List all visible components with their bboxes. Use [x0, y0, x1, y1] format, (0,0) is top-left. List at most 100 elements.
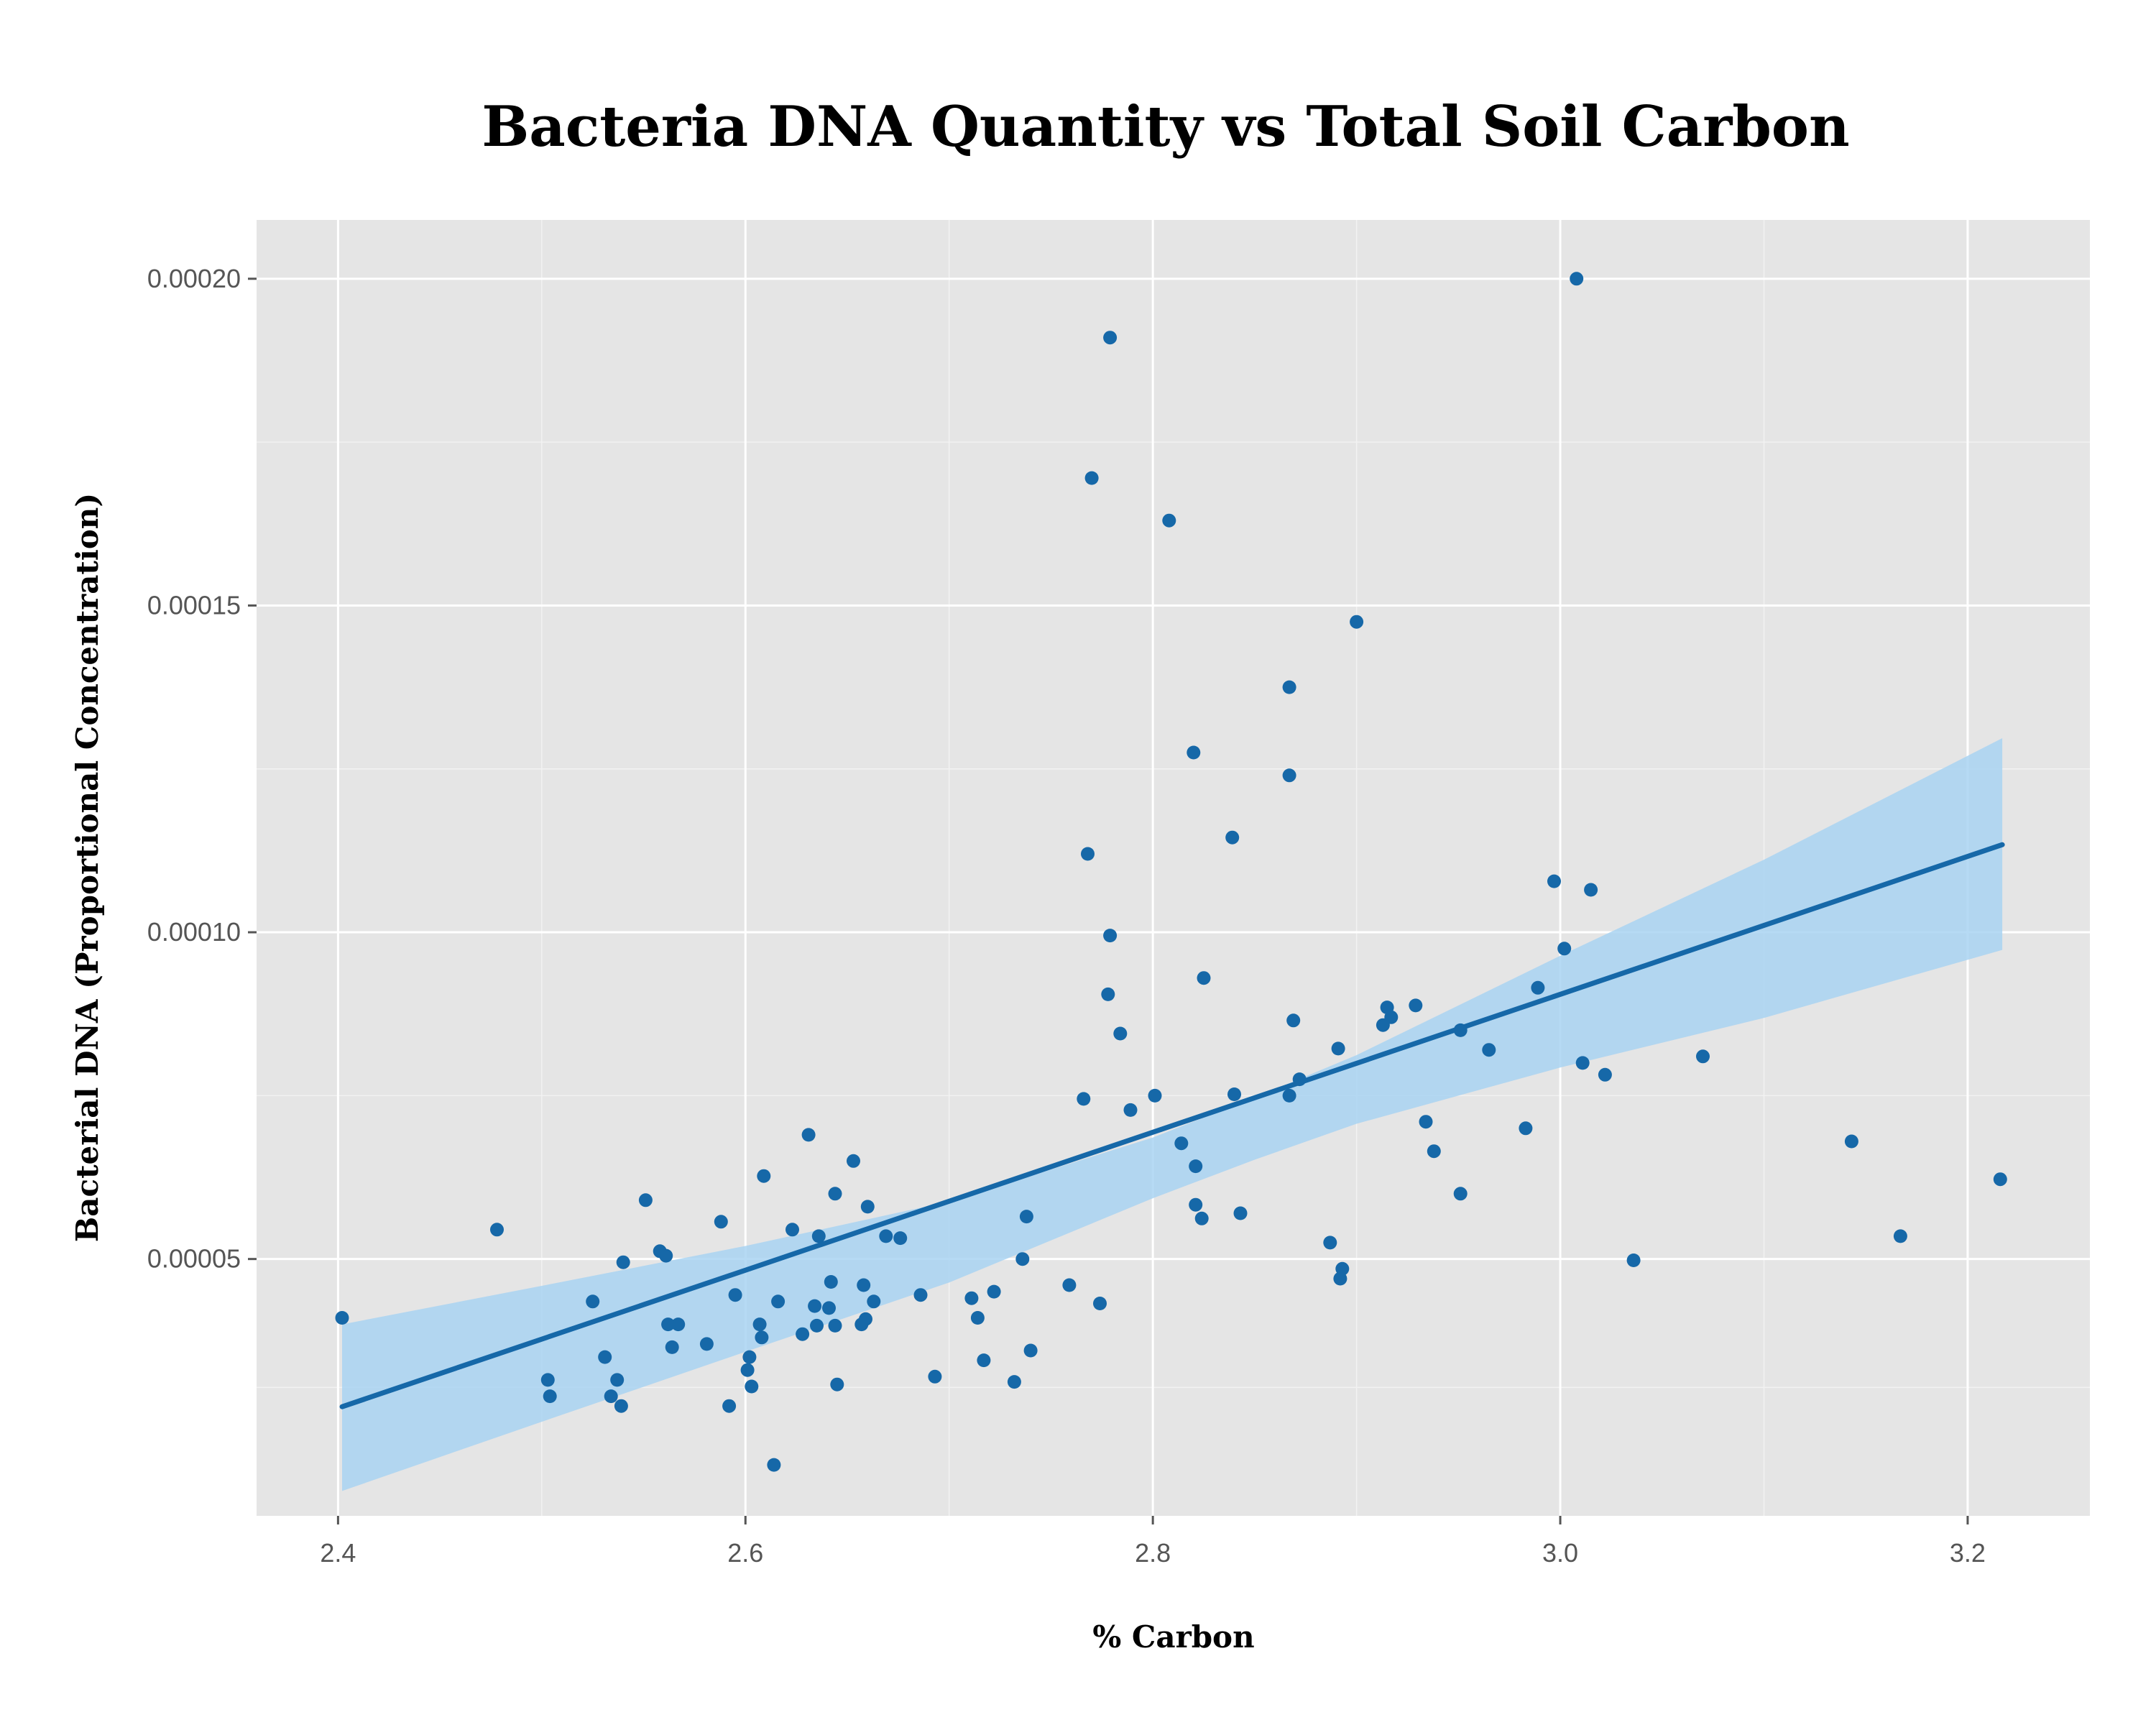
data-point [1015, 1252, 1030, 1266]
y-tick-label: 0.00005 [147, 1244, 241, 1274]
y-tick-label: 0.00020 [147, 264, 241, 293]
data-point [828, 1318, 842, 1333]
data-point [810, 1318, 824, 1333]
data-point [1187, 745, 1201, 760]
data-point [913, 1288, 928, 1302]
data-point [1575, 1056, 1590, 1070]
data-point [786, 1223, 799, 1237]
data-point [1148, 1088, 1162, 1103]
data-point [586, 1294, 600, 1309]
data-point [860, 1200, 875, 1214]
data-point [714, 1215, 728, 1229]
data-point [1584, 883, 1598, 897]
data-point [1419, 1115, 1433, 1129]
data-point [740, 1363, 755, 1377]
confidence-band [342, 738, 2003, 1491]
data-point [755, 1330, 769, 1345]
data-point [1189, 1197, 1203, 1212]
x-tick-label: 3.2 [1950, 1538, 1986, 1568]
data-point [987, 1284, 1001, 1299]
data-point [1384, 1010, 1399, 1024]
data-point [828, 1187, 842, 1201]
data-point [796, 1327, 810, 1341]
data-point [1453, 1023, 1468, 1037]
data-point [859, 1312, 872, 1326]
data-point [604, 1389, 618, 1404]
data-point [1093, 1297, 1107, 1310]
data-point [1282, 768, 1296, 783]
data-point [893, 1231, 908, 1246]
data-point [742, 1350, 757, 1364]
data-point [970, 1311, 985, 1325]
data-point [1019, 1210, 1033, 1224]
data-point [745, 1379, 759, 1394]
data-point [659, 1248, 673, 1263]
data-point [771, 1294, 786, 1309]
data-point [1174, 1136, 1189, 1151]
data-point [1194, 1211, 1209, 1225]
data-point [1062, 1278, 1077, 1292]
data-point [1453, 1187, 1468, 1201]
data-point [671, 1317, 686, 1332]
data-point [1547, 874, 1561, 888]
regression-line [339, 842, 2005, 1409]
data-point [1189, 1159, 1203, 1174]
data-point [638, 1193, 653, 1208]
data-point [1350, 615, 1364, 629]
data-point [1282, 680, 1296, 694]
data-point [857, 1278, 871, 1292]
data-point [614, 1399, 628, 1413]
data-point [1162, 513, 1176, 528]
data-points [335, 272, 2007, 1472]
data-point [824, 1275, 838, 1289]
y-axis-label: Bacterial DNA (Proportional Concentratio… [70, 493, 105, 1242]
data-point [1323, 1236, 1337, 1250]
data-point [1233, 1206, 1248, 1220]
data-point [1331, 1041, 1345, 1056]
data-point [490, 1223, 504, 1237]
data-point [1282, 1088, 1296, 1103]
data-point [847, 1154, 860, 1168]
data-point [1113, 1026, 1128, 1041]
data-point [1519, 1121, 1533, 1136]
data-point [1531, 980, 1545, 995]
data-point [540, 1373, 555, 1387]
y-tick-label: 0.00015 [147, 590, 241, 620]
data-point [1103, 331, 1118, 345]
data-point [616, 1255, 630, 1269]
data-point [335, 1311, 349, 1325]
data-point [661, 1317, 676, 1332]
data-point [1598, 1067, 1612, 1082]
y-axis-ticks: 0.00005 0.00010 0.00015 0.00020 [147, 264, 257, 1274]
data-point [598, 1350, 612, 1364]
data-point [1286, 1013, 1301, 1028]
data-point [1123, 1103, 1138, 1117]
x-tick-label: 2.4 [320, 1538, 356, 1568]
chart-title: Bacteria DNA Quantity vs Total Soil Carb… [482, 94, 1849, 160]
x-tick-label: 2.8 [1135, 1538, 1171, 1568]
data-point [1077, 1092, 1091, 1106]
data-point [665, 1340, 679, 1354]
data-point [867, 1294, 881, 1309]
data-point [1023, 1343, 1038, 1358]
data-point [1427, 1144, 1441, 1159]
data-point [879, 1229, 893, 1243]
data-point [1007, 1375, 1021, 1389]
data-point [1557, 942, 1572, 956]
data-point [977, 1353, 991, 1368]
data-point [964, 1291, 979, 1305]
data-point [1101, 987, 1115, 1001]
data-point [801, 1128, 816, 1142]
data-point [699, 1337, 714, 1351]
data-point [1696, 1049, 1710, 1064]
x-axis-label: % Carbon [1092, 1619, 1254, 1655]
data-point [1084, 471, 1099, 485]
data-point [1993, 1172, 2007, 1187]
data-point [767, 1458, 781, 1472]
y-tick-label: 0.00010 [147, 917, 241, 947]
data-point [728, 1288, 742, 1302]
data-point [1482, 1043, 1496, 1057]
data-point [1103, 929, 1118, 943]
data-point [1893, 1229, 1907, 1243]
